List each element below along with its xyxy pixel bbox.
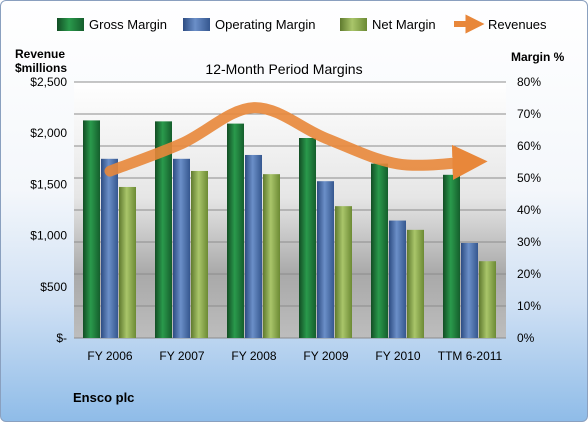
bar-operating-margin [389, 220, 406, 338]
bar-gross-margin [371, 163, 388, 338]
legend-label-gross-margin: Gross Margin [89, 17, 167, 32]
company-name: Ensco plc [73, 390, 134, 405]
x-axis-ticks: FY 2006 FY 2007 FY 2008 FY 2009 FY 2010 TTM 6… [87, 349, 502, 363]
x-tick-label: FY 2006 [87, 349, 132, 363]
revenue-line [104, 102, 488, 180]
right-tick-label: 30% [517, 235, 541, 249]
x-tick-label: FY 2010 [375, 349, 420, 363]
bar-net-margin [191, 170, 208, 338]
left-axis-ticks: $- $500 $1,000 $1,500 $2,000 $2,500 [30, 75, 67, 345]
x-tick-label: FY 2009 [303, 349, 348, 363]
bar-net-margin [407, 229, 424, 338]
right-tick-label: 20% [517, 267, 541, 281]
bar-operating-margin [461, 242, 478, 338]
bar-operating-margin [245, 154, 262, 338]
left-tick-label: $2,500 [30, 75, 67, 89]
bar-net-margin [119, 186, 136, 338]
left-axis-title-line2: $millions [15, 61, 67, 75]
right-tick-label: 10% [517, 299, 541, 313]
left-axis-title-line1: Revenue [15, 47, 65, 61]
revenue-line-group [104, 102, 488, 180]
x-tick-label: FY 2008 [231, 349, 276, 363]
right-tick-label: 70% [517, 107, 541, 121]
right-tick-label: 60% [517, 139, 541, 153]
right-axis-ticks: 0% 10% 20% 30% 40% 50% 60% 70% 80% [517, 75, 541, 345]
bar-net-margin [335, 206, 352, 338]
bar-gross-margin [155, 121, 172, 338]
bar-gross-margin [227, 123, 244, 338]
legend-label-revenues: Revenues [488, 17, 547, 32]
left-tick-label: $1,500 [30, 177, 67, 191]
bar-net-margin [479, 261, 496, 338]
bar-gross-margin [83, 120, 100, 339]
bar-net-margin [263, 174, 280, 338]
right-tick-label: 40% [517, 203, 541, 217]
gridlines [74, 81, 506, 339]
chart-title: 12-Month Period Margins [205, 61, 362, 77]
left-tick-label: $1,000 [30, 229, 67, 243]
right-tick-label: 80% [517, 75, 541, 89]
bar-gross-margin [299, 138, 316, 338]
right-axis-title: Margin % [511, 50, 565, 64]
legend-label-net-margin: Net Margin [372, 17, 436, 32]
legend-swatch-net-margin [340, 18, 367, 31]
left-tick-label: $500 [40, 280, 67, 294]
legend-label-operating-margin: Operating Margin [215, 17, 315, 32]
x-tick-label: FY 2007 [159, 349, 204, 363]
bars [83, 120, 496, 339]
x-tick-label: TTM 6-2011 [438, 349, 503, 363]
legend-swatch-gross-margin [57, 18, 84, 31]
bar-operating-margin [317, 181, 334, 338]
legend: Gross Margin Operating Margin Net Margin… [57, 14, 547, 34]
right-tick-label: 50% [517, 171, 541, 185]
right-tick-label: 0% [517, 331, 535, 345]
bar-operating-margin [101, 158, 118, 338]
left-tick-label: $2,000 [30, 126, 67, 140]
bar-operating-margin [173, 158, 190, 338]
left-tick-label: $- [56, 331, 67, 345]
bar-gross-margin [443, 174, 460, 338]
legend-swatch-operating-margin [183, 18, 210, 31]
